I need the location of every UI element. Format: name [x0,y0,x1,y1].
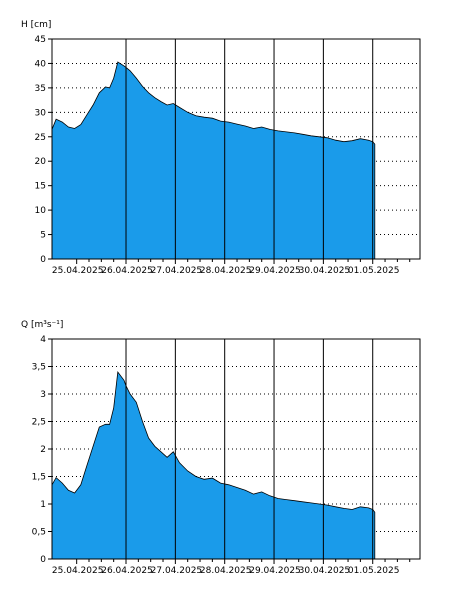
water-level-y-tick-label: 35 [35,84,46,94]
water-level-y-tick-label: 10 [35,206,47,216]
discharge-y-tick-label: 1 [40,500,46,510]
water-level-area [51,61,376,260]
water-level-x-tick-label: 29.04.2025 [249,266,301,276]
water-level-y-tick-label: 45 [35,35,46,45]
discharge-y-tick-label: 0 [40,555,46,565]
discharge-x-tick-label: 29.04.2025 [249,566,301,576]
discharge-y-tick-label: 2 [40,445,46,455]
water-level-x-ticks: 25.04.202526.04.202527.04.202528.04.2025… [52,259,411,276]
water-level-x-tick-label: 28.04.2025 [200,266,252,276]
water-level-y-ticks: 0 5 10 15 20 25 30 35 40 45 [35,35,52,265]
water-level-y-tick-label: 40 [35,59,47,69]
discharge-area [51,370,376,560]
water-level-y-tick-label: 25 [35,133,46,143]
water-level-y-tick-label: 30 [35,108,47,118]
water-level-day-lines [125,39,374,259]
water-level-chart: H [cm] 0 5 10 15 20 25 30 35 40 45 25.04.202526.0… [21,20,421,276]
discharge-y-tick-label: 3 [40,390,46,400]
discharge-y-tick-label: 0,5 [32,528,46,538]
discharge-y-tick-label: 1,5 [32,473,46,483]
discharge-y-tick-label: 2,5 [32,418,46,428]
water-level-x-tick-label: 26.04.2025 [101,266,153,276]
discharge-chart: Q [m³s⁻¹] 0 0,5 1 1,5 2 2,5 3 3,5 4 25.04.202526… [21,320,421,576]
discharge-x-ticks: 25.04.202526.04.202527.04.202528.04.2025… [52,559,411,576]
discharge-x-tick-label: 30.04.2025 [299,566,351,576]
water-level-x-tick-label: 30.04.2025 [299,266,351,276]
discharge-x-tick-label: 26.04.2025 [101,566,153,576]
water-level-y-tick-label: 0 [40,255,46,265]
discharge-x-tick-label: 25.04.2025 [52,566,104,576]
discharge-x-tick-label: 01.05.2025 [348,566,400,576]
discharge-y-tick-label: 4 [40,335,46,345]
water-level-y-axis-label: H [cm] [21,20,51,30]
discharge-x-tick-label: 28.04.2025 [200,566,252,576]
discharge-y-tick-label: 3,5 [32,363,46,373]
water-level-plot-frame [51,38,421,260]
discharge-y-ticks: 0 0,5 1 1,5 2 2,5 3 3,5 4 [32,335,52,565]
discharge-x-tick-label: 27.04.2025 [151,566,203,576]
water-level-y-tick-label: 15 [35,182,46,192]
water-level-x-tick-label: 01.05.2025 [348,266,400,276]
water-level-y-tick-label: 20 [35,157,47,167]
water-level-x-tick-label: 25.04.2025 [52,266,104,276]
discharge-y-axis-label: Q [m³s⁻¹] [21,320,63,330]
discharge-day-lines [125,339,374,559]
water-level-x-tick-label: 27.04.2025 [151,266,203,276]
water-level-y-tick-label: 5 [40,231,46,241]
